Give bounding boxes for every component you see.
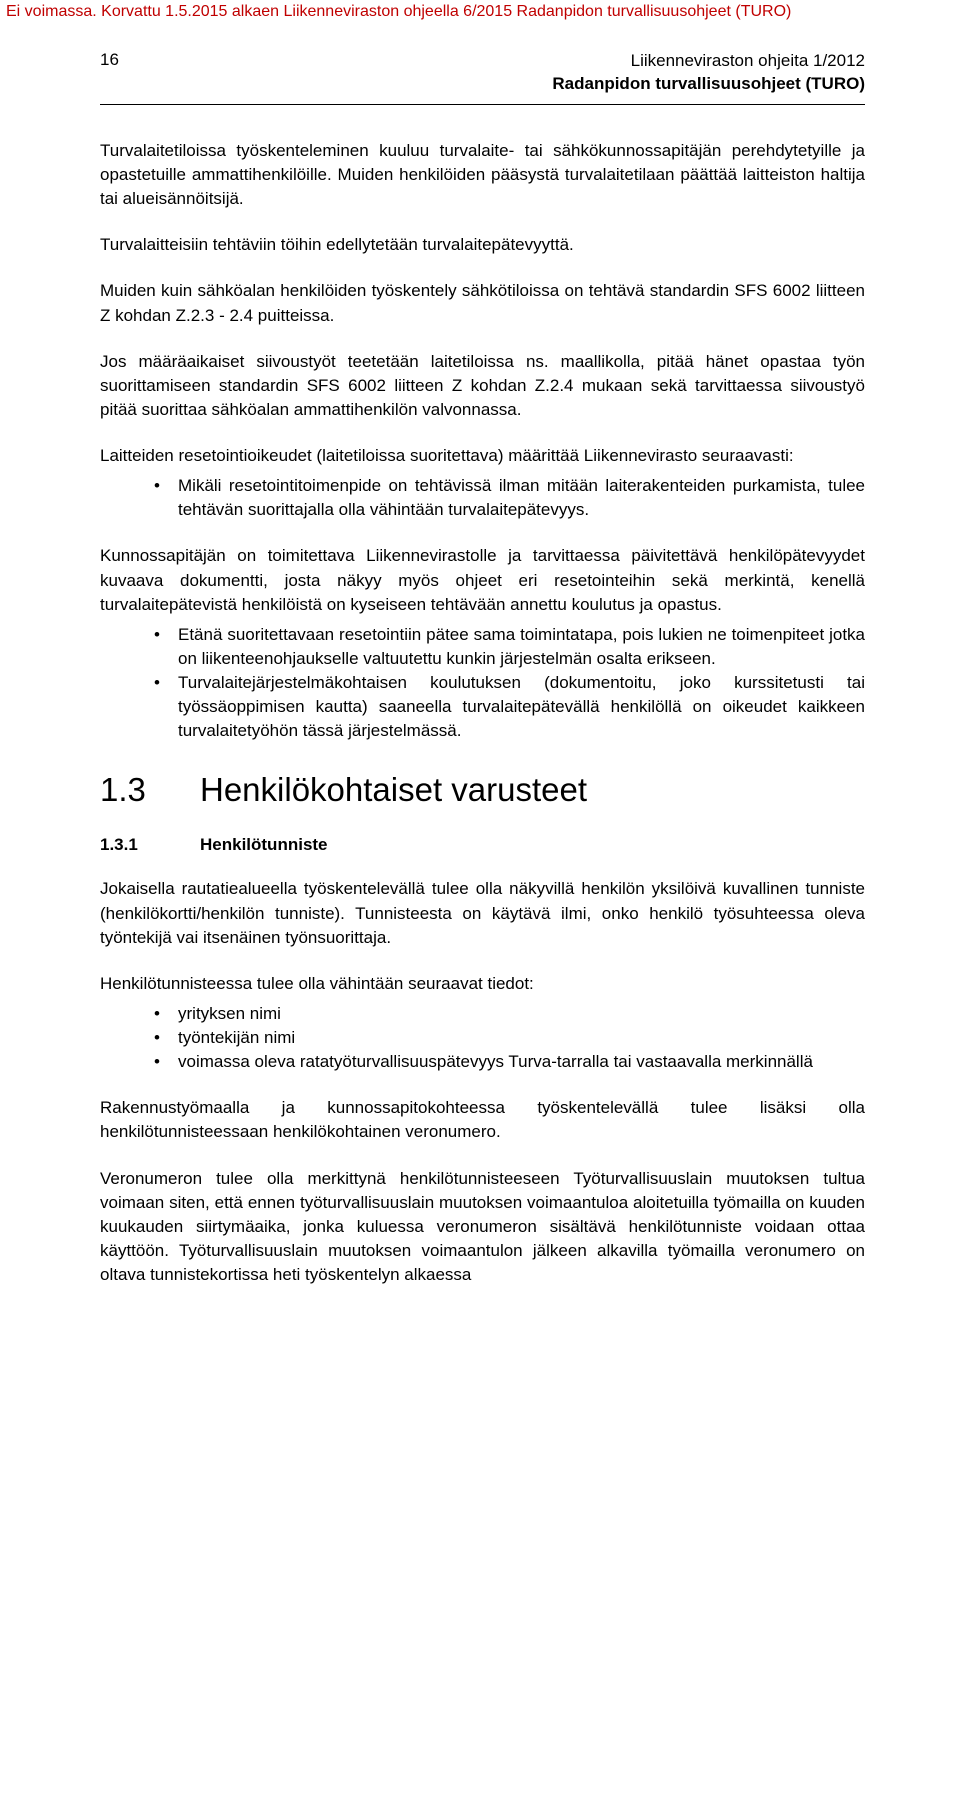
paragraph-2: Turvalaitteisiin tehtäviin töihin edelly… bbox=[100, 233, 865, 257]
header-right: Liikenneviraston ohjeita 1/2012 Radanpid… bbox=[552, 50, 865, 96]
page-number: 16 bbox=[100, 50, 119, 70]
paragraph-10: Veronumeron tulee olla merkittynä henkil… bbox=[100, 1167, 865, 1288]
heading-2-number: 1.3 bbox=[100, 771, 200, 809]
paragraph-1: Turvalaitetiloissa työskenteleminen kuul… bbox=[100, 139, 865, 211]
paragraph-4: Jos määräaikaiset siivoustyöt teetetään … bbox=[100, 350, 865, 422]
bullet-list-3: yrityksen nimi työntekijän nimi voimassa… bbox=[100, 1002, 865, 1074]
paragraph-5: Laitteiden resetointioikeudet (laitetilo… bbox=[100, 444, 865, 468]
header-line2: Radanpidon turvallisuusohjeet (TURO) bbox=[552, 73, 865, 96]
list-item: voimassa oleva ratatyöturvallisuuspätevy… bbox=[154, 1050, 865, 1074]
heading-2: 1.3 Henkilökohtaiset varusteet bbox=[100, 771, 865, 809]
paragraph-3: Muiden kuin sähköalan henkilöiden työske… bbox=[100, 279, 865, 327]
list-item: työntekijän nimi bbox=[154, 1026, 865, 1050]
page-header: 16 Liikenneviraston ohjeita 1/2012 Radan… bbox=[100, 50, 865, 96]
heading-3: 1.3.1 Henkilötunniste bbox=[100, 835, 865, 855]
header-line1: Liikenneviraston ohjeita 1/2012 bbox=[552, 50, 865, 73]
paragraph-9: Rakennustyömaalla ja kunnossapitokohtees… bbox=[100, 1096, 865, 1144]
heading-3-number: 1.3.1 bbox=[100, 835, 200, 855]
paragraph-6: Kunnossapitäjän on toimitettava Liikenne… bbox=[100, 544, 865, 616]
watermark-text: Ei voimassa. Korvattu 1.5.2015 alkaen Li… bbox=[0, 0, 797, 24]
list-item: yrityksen nimi bbox=[154, 1002, 865, 1026]
list-item: Turvalaitejärjestelmäkohtaisen koulutuks… bbox=[154, 671, 865, 743]
heading-2-title: Henkilökohtaiset varusteet bbox=[200, 771, 587, 809]
bullet-list-2: Etänä suoritettavaan resetointiin pätee … bbox=[100, 623, 865, 744]
list-item: Mikäli resetointitoimenpide on tehtäviss… bbox=[154, 474, 865, 522]
paragraph-7: Jokaisella rautatiealueella työskentelev… bbox=[100, 877, 865, 949]
page-content: 16 Liikenneviraston ohjeita 1/2012 Radan… bbox=[0, 0, 960, 1359]
paragraph-8: Henkilötunnisteessa tulee olla vähintään… bbox=[100, 972, 865, 996]
bullet-list-1: Mikäli resetointitoimenpide on tehtäviss… bbox=[100, 474, 865, 522]
header-rule bbox=[100, 104, 865, 105]
heading-3-title: Henkilötunniste bbox=[200, 835, 328, 855]
list-item: Etänä suoritettavaan resetointiin pätee … bbox=[154, 623, 865, 671]
